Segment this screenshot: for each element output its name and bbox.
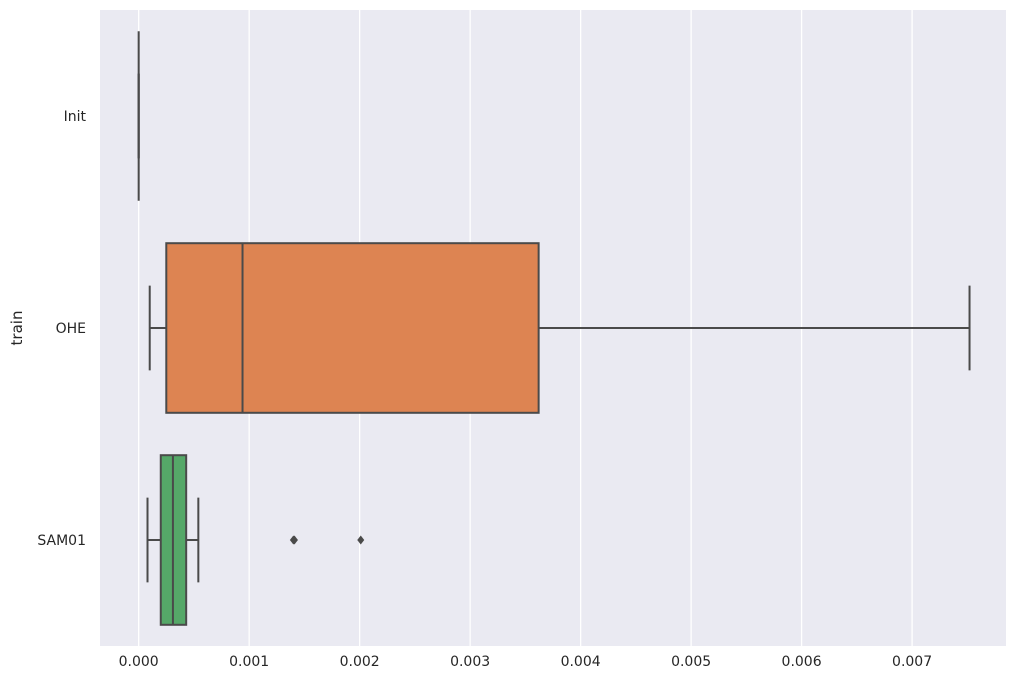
x-tick-label: 0.005 [671,654,711,670]
x-tick-label: 0.000 [119,654,159,670]
x-axis-ticks: 0.000 0.001 0.002 0.003 0.004 0.005 0.006 0.007 [119,654,933,670]
x-tick-label: 0.001 [229,654,269,670]
y-tick-label: OHE [56,321,86,337]
outlier-point [290,535,298,545]
y-axis-title: train [8,311,26,346]
y-axis-ticks: Init OHE SAM01 [37,109,86,549]
x-tick-label: 0.007 [892,654,932,670]
x-tick-label: 0.002 [340,654,380,670]
x-tick-label: 0.006 [782,654,822,670]
y-tick-label: SAM01 [37,533,86,549]
x-tick-label: 0.004 [561,654,601,670]
x-tick-label: 0.003 [450,654,490,670]
y-tick-label: Init [64,109,87,125]
box-sam01 [146,454,365,626]
box-ohe [148,242,971,414]
box-series [137,31,971,626]
outlier-point [357,535,365,545]
iqr-box [165,242,540,414]
